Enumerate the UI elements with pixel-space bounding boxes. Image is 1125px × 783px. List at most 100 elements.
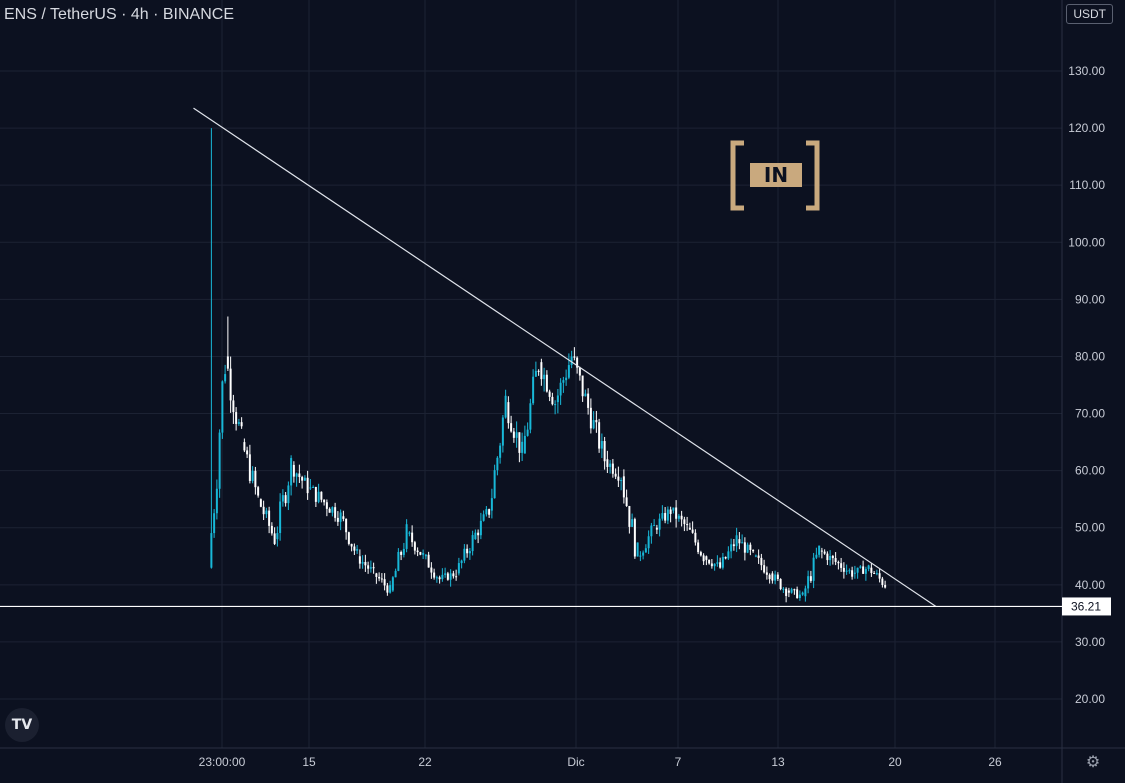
candle-body: [438, 577, 441, 580]
candle-body: [485, 509, 488, 515]
candle-body: [686, 524, 689, 526]
candle-body: [721, 556, 724, 568]
candle-body: [853, 572, 856, 574]
candle-body: [347, 532, 350, 544]
candle-body: [504, 395, 507, 418]
candle-body: [650, 525, 653, 537]
candle-body: [702, 555, 705, 562]
candle-body: [776, 574, 779, 580]
candle-body: [562, 380, 565, 383]
candle-body: [829, 555, 832, 561]
candle-body: [328, 508, 331, 513]
candle-body: [463, 548, 466, 561]
candle-body: [257, 487, 260, 496]
candle-body: [567, 365, 570, 378]
candle-body: [526, 429, 529, 436]
candle-body: [298, 473, 301, 478]
candle-body: [845, 570, 848, 572]
candle-body: [787, 590, 790, 593]
candle-body: [578, 367, 581, 376]
candle-body: [669, 509, 672, 514]
candle-body: [823, 551, 826, 554]
candle-body: [413, 542, 416, 551]
candle-body: [570, 356, 573, 366]
candle-body: [312, 486, 315, 488]
watermark-text: IN: [764, 163, 788, 187]
candle-body: [248, 454, 251, 481]
candle-body: [279, 501, 282, 534]
candle-body: [779, 579, 782, 590]
candle-body: [265, 510, 268, 515]
candle-body: [873, 572, 876, 574]
candle-body: [317, 491, 320, 502]
candle-body: [320, 491, 323, 500]
candle-body: [609, 463, 612, 467]
candle-body: [584, 393, 587, 397]
candle-body: [323, 499, 326, 503]
candle-body: [697, 542, 700, 553]
candle-body: [793, 589, 796, 591]
candle-body: [422, 553, 425, 555]
gear-icon[interactable]: ⚙: [1085, 754, 1101, 771]
candle-body: [518, 432, 521, 453]
candle-body: [688, 527, 691, 530]
candle-body: [303, 477, 306, 481]
candle-body: [246, 450, 249, 455]
candle-body: [837, 561, 840, 564]
candle-body: [226, 356, 229, 369]
candle-body: [449, 573, 452, 580]
time-axis: 23:00:00 15 22 Dic 7 13 20 26: [199, 755, 1002, 769]
candle-body: [501, 417, 504, 446]
candle-body: [859, 566, 862, 568]
candle-body: [870, 567, 873, 573]
candle-body: [633, 519, 636, 557]
symbol-title[interactable]: ENS / TetherUS · 4h · BINANCE: [4, 6, 234, 23]
candle-body: [881, 578, 884, 585]
candle-body: [600, 441, 603, 449]
candle-body: [331, 507, 334, 513]
candle-body: [664, 513, 667, 521]
price-axis: 20.00 30.00 40.00 50.00 60.00 70.00 80.00 90.00…: [1068, 64, 1105, 706]
candle-body: [771, 573, 774, 581]
candle-body: [391, 577, 394, 591]
candle-body: [210, 533, 213, 568]
price-tick-label: 40.00: [1075, 578, 1105, 592]
candle-body: [477, 532, 480, 536]
candle-body: [496, 457, 499, 471]
candle-body: [361, 561, 364, 564]
candle-body: [490, 498, 493, 511]
candle-body: [259, 499, 262, 507]
candle-body: [677, 515, 680, 519]
candle-body: [482, 514, 485, 521]
candle-body: [548, 391, 551, 397]
candle-body: [653, 525, 656, 527]
candle-body: [862, 566, 865, 574]
beincrypto-watermark: IN: [730, 140, 820, 211]
candle-body: [446, 573, 449, 580]
candle-body: [510, 423, 513, 432]
candle-body: [460, 560, 463, 564]
candle-body: [479, 520, 482, 536]
candle-body: [457, 563, 460, 574]
candle-body: [708, 559, 711, 564]
candle-body: [466, 548, 469, 554]
tradingview-logo[interactable]: TV: [5, 708, 39, 742]
candle-body: [545, 374, 548, 392]
candle-body: [430, 567, 433, 573]
candle-body: [292, 464, 295, 477]
watermark-bracket-right: [806, 140, 820, 211]
currency-badge[interactable]: USDT: [1066, 4, 1113, 24]
candle-body: [834, 558, 837, 562]
candle-body: [642, 552, 645, 556]
candle-body: [595, 420, 598, 423]
candle-body: [532, 376, 535, 404]
candle-body: [367, 565, 370, 569]
candle-body: [644, 548, 647, 553]
candle-body: [273, 533, 276, 544]
candle-body: [661, 513, 664, 519]
candle-body: [818, 545, 821, 555]
candle-body: [842, 567, 845, 572]
price-tick-label: 50.00: [1075, 521, 1105, 535]
